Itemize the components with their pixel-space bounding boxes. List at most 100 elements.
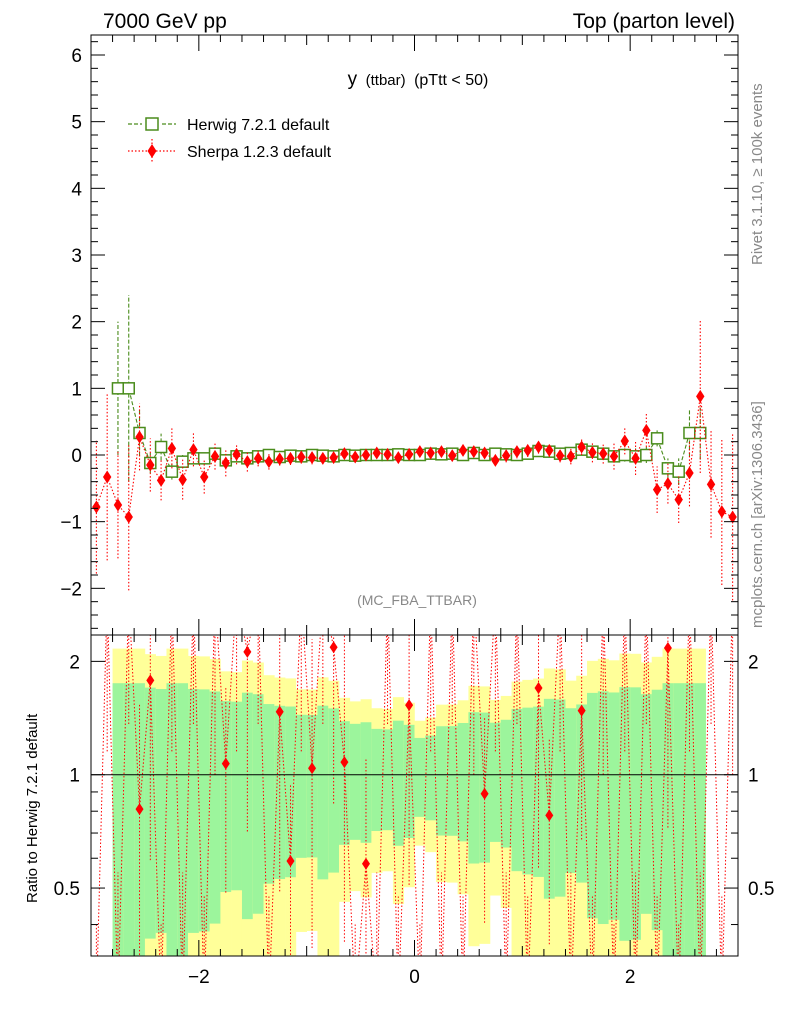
sherpa-point — [404, 447, 414, 461]
sherpa-point — [92, 500, 101, 514]
plot-title-sub: (ttbar) — [366, 72, 406, 89]
sherpa-point — [685, 466, 694, 480]
sherpa-point — [189, 443, 198, 457]
ratio-point — [577, 704, 586, 717]
sherpa-point — [491, 453, 500, 467]
ratio-band-inner — [651, 689, 663, 931]
ratio-point — [534, 681, 543, 694]
ratio-series-line — [538, 687, 550, 816]
ratio-band-inner — [328, 708, 340, 873]
ratio-series-line — [399, 705, 410, 956]
sherpa-point — [318, 451, 328, 465]
ratio-band-inner — [543, 698, 555, 899]
ratio-series-line — [161, 635, 172, 956]
ratio-point — [308, 762, 317, 775]
ratio-series-line — [258, 635, 269, 956]
sherpa-point — [178, 473, 187, 487]
ratio-band-inner — [349, 723, 361, 840]
sherpa-point — [264, 455, 274, 469]
sherpa-point — [361, 448, 371, 462]
ratio-series-line — [408, 705, 419, 956]
ratio-series-line — [658, 648, 669, 956]
ratio-series-line — [572, 710, 583, 956]
ratio-band-inner — [640, 694, 653, 914]
ratio-series — [95, 635, 734, 956]
ratio-series-line — [107, 635, 118, 956]
ratio-point — [663, 642, 672, 655]
herwig-point — [111, 382, 125, 395]
ratio-series-line — [722, 635, 733, 956]
ratio-band-inner — [554, 699, 566, 897]
ratio-series-line — [243, 635, 248, 652]
ratio-band-inner — [489, 722, 502, 842]
ratio-band-inner — [511, 708, 523, 872]
ratio-band-inner — [220, 701, 232, 893]
sherpa-point — [620, 434, 629, 448]
y-tick-label: 0 — [71, 446, 82, 467]
sherpa-point — [383, 447, 392, 461]
sherpa-point — [113, 498, 123, 512]
ratio-series-line — [246, 635, 252, 652]
sherpa-point — [297, 450, 306, 464]
ratio-series-line — [614, 635, 625, 956]
herwig-point — [640, 448, 653, 462]
ratio-band-inner — [468, 712, 480, 864]
herwig-point — [618, 448, 632, 462]
ratio-series-line — [289, 635, 301, 862]
ratio-band-inner — [694, 683, 706, 956]
ratio-y-axis-label: Ratio to Herwig 7.2.1 default — [24, 713, 41, 903]
sherpa-point — [243, 455, 252, 469]
ratio-series-line — [172, 635, 182, 956]
sherpa-point — [394, 451, 403, 465]
ratio-series-line — [603, 635, 614, 956]
sherpa-point — [717, 505, 727, 519]
sherpa-point — [555, 449, 565, 463]
ratio-series-line — [495, 635, 506, 956]
ratio-point — [135, 803, 144, 816]
sherpa-point — [728, 510, 737, 524]
herwig-point — [165, 465, 179, 478]
ratio-band-inner — [317, 705, 329, 880]
ratio-band-inner — [619, 687, 631, 941]
axes: −2 0 2 −2 −1 0 1 2 3 4 5 6 0.5 0.5 1 1 2 2 — [54, 35, 774, 988]
ratio-series-line — [118, 635, 129, 956]
ratio-band-inner — [295, 714, 307, 858]
main-series — [92, 295, 737, 601]
ratio-point — [275, 705, 284, 718]
ratio-series-line — [690, 635, 700, 956]
y-tick-label: 2 — [71, 313, 82, 334]
x-tick-label: 0 — [409, 967, 420, 988]
legend-marker-sherpa — [147, 144, 157, 158]
sherpa-point — [652, 483, 662, 497]
ratio-series-line — [625, 635, 635, 956]
sherpa-point — [350, 450, 360, 464]
header-left: 7000 GeV pp — [103, 10, 227, 33]
x-tick-label: −2 — [188, 967, 210, 988]
herwig-point — [672, 465, 685, 478]
ratio-series-line — [270, 711, 281, 956]
ratio-series-line — [183, 635, 193, 956]
ratio-band-inner — [673, 683, 685, 956]
ratio-series-line — [217, 635, 227, 764]
ratio-band-inner — [500, 719, 512, 848]
ratio-band-inner — [403, 724, 415, 839]
sherpa-point — [588, 445, 597, 459]
herwig-point — [154, 440, 168, 454]
ratio-band-inner — [371, 728, 383, 832]
legend-entry-sherpa: Sherpa 1.2.3 default — [128, 139, 332, 163]
sherpa-point — [534, 440, 543, 454]
sherpa-point — [696, 389, 705, 403]
sherpa-point — [545, 443, 554, 457]
sherpa-point — [566, 449, 576, 463]
sherpa-point — [480, 446, 489, 460]
ratio-series-line — [204, 635, 215, 956]
ratio-band-inner — [188, 689, 200, 933]
ratio-band-inner — [209, 691, 221, 924]
ratio-y-tick-label-right: 2 — [748, 652, 759, 673]
y-tick-label: −2 — [60, 579, 82, 600]
sherpa-point — [124, 510, 133, 524]
ratio-band-inner — [112, 683, 124, 956]
sherpa-point — [437, 445, 446, 459]
sherpa-point — [512, 445, 522, 459]
